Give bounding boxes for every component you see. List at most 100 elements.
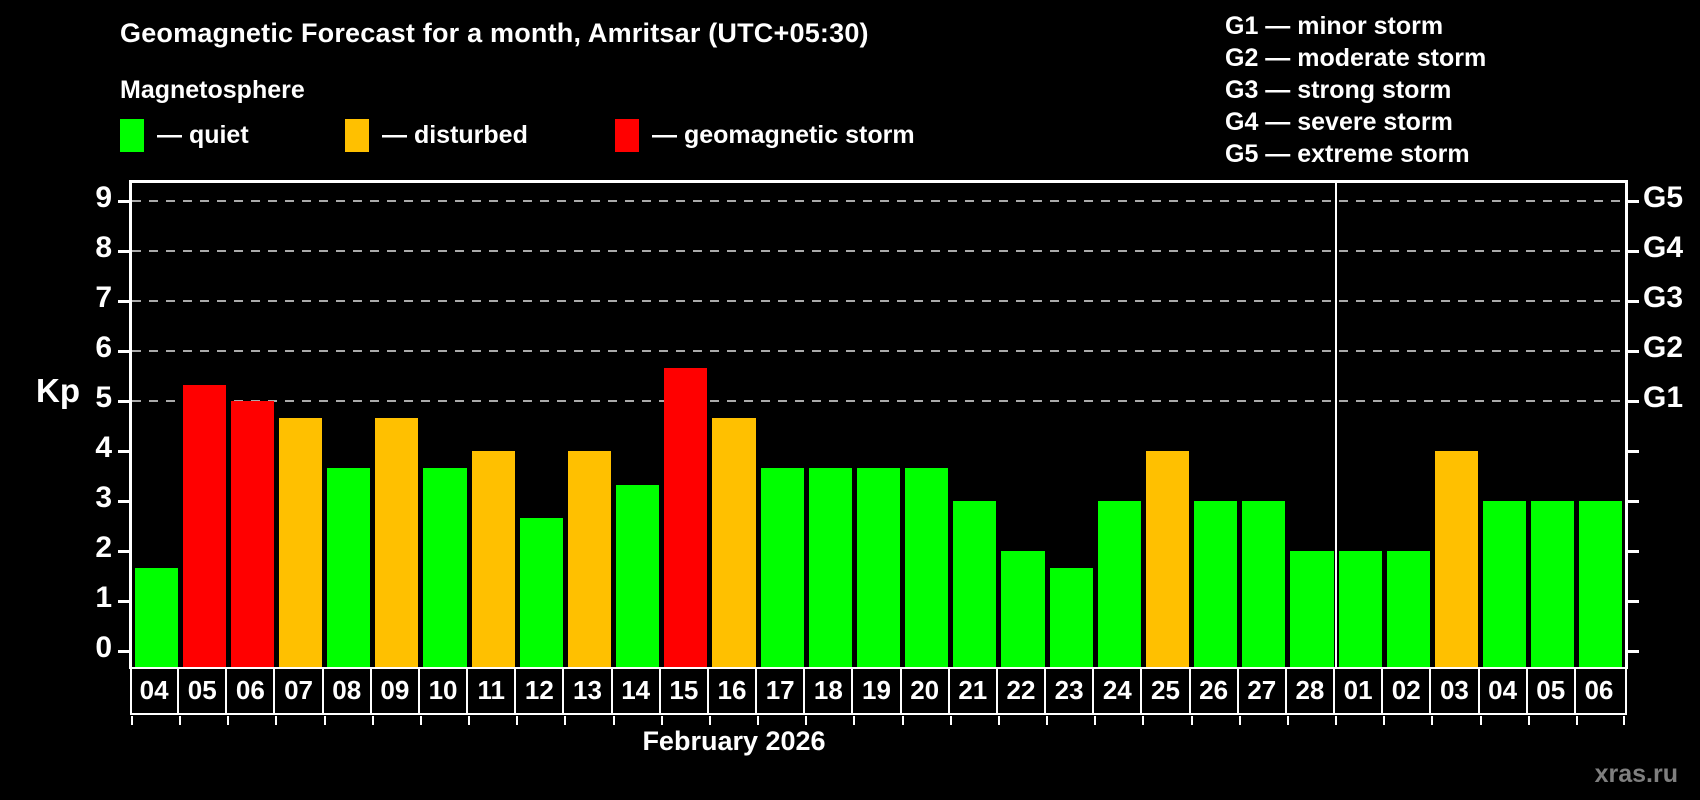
bar-8-day-12: [519, 517, 563, 669]
g-label-g2: G2: [1643, 331, 1684, 364]
bar-23-day-27: [1242, 501, 1286, 669]
bar-9-day-13: [567, 451, 612, 669]
date-box-divider-24: [1284, 669, 1287, 713]
x-label-21: 25: [1150, 675, 1180, 705]
bar-13-day-17: [760, 467, 804, 669]
date-box-divider-16: [899, 669, 902, 713]
bottom-tick-30: [1575, 716, 1578, 725]
date-box-divider-21: [1140, 669, 1143, 713]
bar-14-day-18: [808, 467, 852, 669]
y-label-7: 7: [95, 281, 112, 314]
x-label-16: 20: [910, 675, 940, 705]
y-tick-left-2: [118, 550, 132, 553]
x-label-18: 22: [1006, 675, 1036, 705]
gridline-kp-9: [132, 200, 1625, 202]
bottom-tick-14: [805, 716, 808, 725]
date-box-divider-28: [1477, 669, 1480, 713]
y-tick-right-4: [1625, 450, 1639, 453]
y-tick-left-6: [118, 350, 132, 353]
chart-title: Geomagnetic Forecast for a month, Amrits…: [120, 18, 869, 48]
bottom-tick-24: [1286, 716, 1289, 725]
bar-11-day-15: [664, 367, 708, 669]
date-box-divider-5: [369, 669, 372, 713]
bar-16-day-20: [905, 467, 949, 669]
x-label-8: 12: [524, 675, 554, 705]
bottom-tick-11: [660, 716, 663, 725]
bottom-tick-3: [275, 716, 278, 725]
bottom-tick-10: [612, 716, 615, 725]
date-box-divider-23: [1236, 669, 1239, 713]
y-tick-right-2: [1625, 550, 1639, 553]
legend-item-storm: — geomagnetic storm: [615, 118, 915, 152]
bottom-tick-20: [1094, 716, 1097, 725]
date-box-divider-10: [610, 669, 613, 713]
date-box-divider-8: [514, 669, 517, 713]
y-label-8: 8: [95, 231, 112, 264]
bar-28-day-04: [1483, 501, 1527, 669]
date-box-divider-9: [562, 669, 565, 713]
bar-26-day-02: [1386, 551, 1430, 669]
y-tick-right-0: [1625, 650, 1639, 653]
bottom-tick-6: [419, 716, 422, 725]
g1-legend-line: G1 — minor storm: [1225, 12, 1444, 40]
date-box-divider-15: [851, 669, 854, 713]
date-box-divider-19: [1044, 669, 1047, 713]
bottom-tick-0: [131, 716, 133, 725]
y-tick-left-4: [118, 450, 132, 453]
bar-17-day-21: [953, 501, 997, 669]
date-box-divider-26: [1381, 669, 1384, 713]
x-label-29: 05: [1536, 675, 1566, 705]
date-box-divider-6: [417, 669, 420, 713]
g3-legend-line: G3 — strong storm: [1225, 76, 1452, 104]
date-box-divider-17: [947, 669, 950, 713]
bar-30-day-06: [1579, 501, 1623, 669]
x-label-1: 05: [187, 675, 217, 705]
x-axis-title: February 2026: [642, 726, 826, 756]
bottom-tick-13: [757, 716, 760, 725]
watermark: xras.ru: [1594, 760, 1678, 788]
date-box-divider-20: [1092, 669, 1095, 713]
date-box-divider-18: [995, 669, 998, 713]
y-tick-left-8: [118, 250, 132, 253]
bar-21-day-25: [1145, 451, 1190, 669]
date-box-divider-25: [1333, 669, 1336, 713]
date-box-divider-22: [1188, 669, 1191, 713]
x-label-17: 21: [958, 675, 988, 705]
date-box-divider-14: [803, 669, 806, 713]
y-label-2: 2: [95, 531, 112, 564]
x-label-12: 16: [717, 675, 747, 705]
x-label-14: 18: [813, 675, 843, 705]
date-box-divider-12: [706, 669, 709, 713]
date-box-divider-4: [321, 669, 324, 713]
x-label-4: 08: [332, 675, 362, 705]
x-label-3: 07: [284, 675, 313, 705]
x-label-19: 23: [1054, 675, 1084, 705]
g-label-g5: G5: [1643, 181, 1684, 214]
date-box-divider-30: [1573, 669, 1576, 713]
y-tick-left-3: [118, 500, 132, 503]
legend-label-disturbed: — disturbed: [382, 120, 528, 149]
x-label-22: 26: [1199, 675, 1229, 705]
bar-7-day-11: [471, 451, 515, 669]
y-tick-right-8: [1625, 250, 1639, 253]
bar-20-day-24: [1097, 501, 1141, 669]
g2-legend-line: G2 — moderate storm: [1225, 44, 1487, 72]
x-label-30: 06: [1584, 675, 1614, 705]
bottom-tick-23: [1238, 716, 1241, 725]
bar-10-day-14: [616, 484, 660, 669]
x-axis-date-row: 04 05 06 07 08 09 10 11 12 13 14 15 16 17 18 19 20 21 22 23…: [130, 667, 1627, 715]
x-label-23: 27: [1247, 675, 1277, 705]
bar-2-day-06: [230, 401, 274, 669]
g-label-g1: G1: [1643, 381, 1684, 414]
y-label-5: 5: [95, 381, 112, 414]
legend-label-storm: — geomagnetic storm: [652, 120, 915, 149]
date-box-divider-13: [755, 669, 758, 713]
y-tick-right-5: [1625, 400, 1639, 403]
x-label-11: 15: [669, 675, 699, 705]
bottom-tick-15: [853, 716, 856, 725]
bottom-tick-28: [1479, 716, 1482, 725]
bar-12-day-16: [712, 417, 756, 669]
bottom-tick-7: [468, 716, 471, 725]
x-label-28: 04: [1488, 675, 1518, 705]
